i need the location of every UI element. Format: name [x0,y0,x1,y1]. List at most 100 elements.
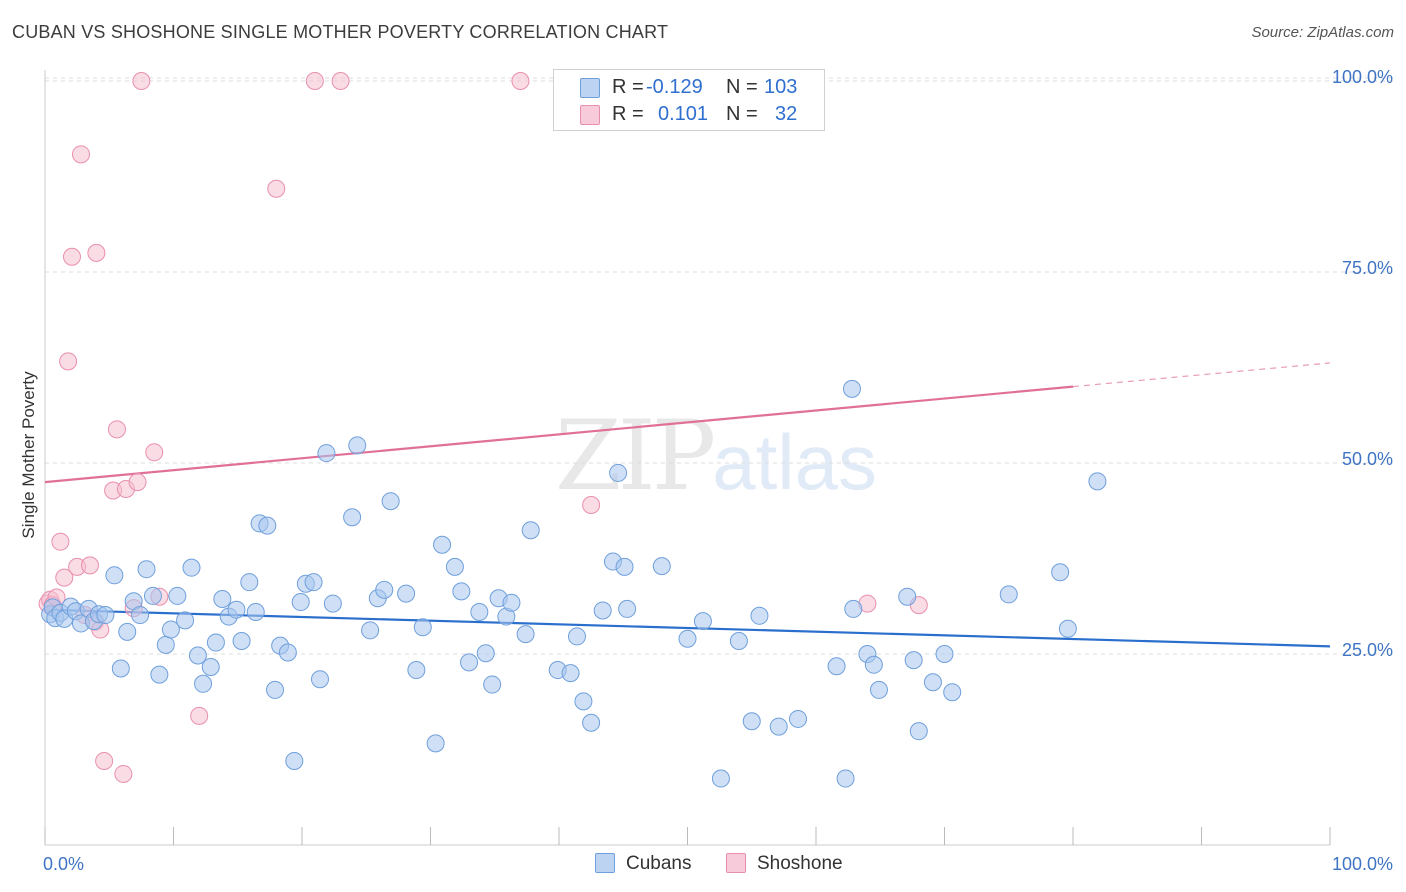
cubans-label: Cubans [626,853,692,874]
correlation-legend: R = -0.129 N = 103 R = 0.101 N = 32 [553,69,825,131]
cubans-point [407,661,426,680]
cubans-point [1051,563,1070,582]
cubans-point [176,611,195,630]
shoshone-point [145,443,164,462]
cubans-point [999,585,1018,604]
watermark: ZIPatlas [555,400,877,512]
cubans-points [41,379,1107,788]
cubans-point [711,769,730,788]
cubans-point [750,606,769,625]
cubans-point [413,618,432,637]
shoshone-point [107,420,126,439]
chart-title: CUBAN VS SHOSHONE SINGLE MOTHER POVERTY … [12,22,669,42]
cubans-point [943,683,962,702]
cubans-point [168,586,187,605]
cubans-point [285,751,304,770]
cubans-point [742,712,761,731]
cubans-swatch [580,78,600,98]
shoshone-point [305,72,324,90]
cubans-point [789,709,808,728]
x-tick-label-max: 100.0% [1332,854,1393,874]
shoshone-point [114,764,133,783]
tick-labels: 25.0% 50.0% 75.0% 100.0% 0.0% 100.0% Single Mo… [19,67,1393,874]
legend-row-shoshone: R = 0.101 N = 32 [554,101,824,127]
y-axis-title: Single Mother Poverty [19,371,38,539]
shoshone-point [95,751,114,770]
shoshone-point [511,72,530,90]
cubans-point [898,587,917,606]
cubans-point [923,673,942,692]
cubans-point [502,593,521,612]
cubans-point [118,622,137,641]
cubans-point [143,586,162,605]
shoshone-trend-extension [1072,362,1331,388]
cubans-point [615,557,634,576]
cubans-point [652,557,671,576]
cubans-point [869,680,888,699]
cubans-point [161,620,180,639]
cubans-point [678,629,697,648]
n-value: 103 [764,76,798,98]
cubans-point [1058,619,1077,638]
shoshone-swatch [726,853,746,873]
cubans-point [693,612,712,631]
cubans-point [844,599,863,618]
cubans-point [476,644,495,663]
y-tick-label: 50.0% [1342,449,1393,469]
cubans-point [521,521,540,540]
cubans-point [361,621,380,640]
r-label: R = [612,76,644,98]
watermark-zip: ZIP [555,400,716,512]
cubans-point [445,557,464,576]
cubans-point [375,580,394,599]
cubans-point [232,632,251,651]
y-tick-label: 75.0% [1342,258,1393,278]
r-value: -0.129 [646,76,703,98]
cubans-point [593,601,612,620]
cubans-point [426,734,445,753]
cubans-point [1088,472,1107,491]
cubans-point [105,566,124,585]
cubans-point [864,655,883,674]
shoshone-point [71,145,90,164]
shoshone-swatch [580,105,600,125]
cubans-point [729,632,748,651]
cubans-point [266,680,285,699]
cubans-point [561,664,580,683]
cubans-point [213,589,232,608]
cubans-point [188,646,207,665]
cubans-point [397,584,416,603]
cubans-point [909,722,928,741]
shoshone-point [51,532,70,551]
cubans-point [827,657,846,676]
legend-row-cubans: R = -0.129 N = 103 [554,74,824,100]
shoshone-point [132,72,151,90]
cubans-point [904,651,923,670]
shoshone-point [87,243,106,262]
source-label: Source: ZipAtlas.com [1251,24,1394,41]
cubans-point [381,492,400,511]
cubans-point [348,436,367,455]
cubans-point [582,713,601,732]
n-label: N = [726,103,758,125]
cubans-point [150,665,169,684]
cubans-point [516,625,535,644]
shoshone-trend-line [44,385,1074,484]
cubans-point [618,599,637,618]
y-tick-label: 25.0% [1342,640,1393,660]
cubans-point [609,463,628,482]
cubans-point [483,675,502,694]
cubans-point [137,560,156,579]
shoshone-point [55,568,74,587]
cubans-point [574,692,593,711]
watermark-atlas: atlas [712,418,877,506]
cubans-point [194,674,213,693]
n-label: N = [726,76,758,98]
cubans-point [291,593,310,612]
cubans-point [201,657,220,676]
grid-lines [45,77,1395,655]
cubans-point [96,606,115,625]
shoshone-point [80,556,99,575]
shoshone-point [190,706,209,725]
